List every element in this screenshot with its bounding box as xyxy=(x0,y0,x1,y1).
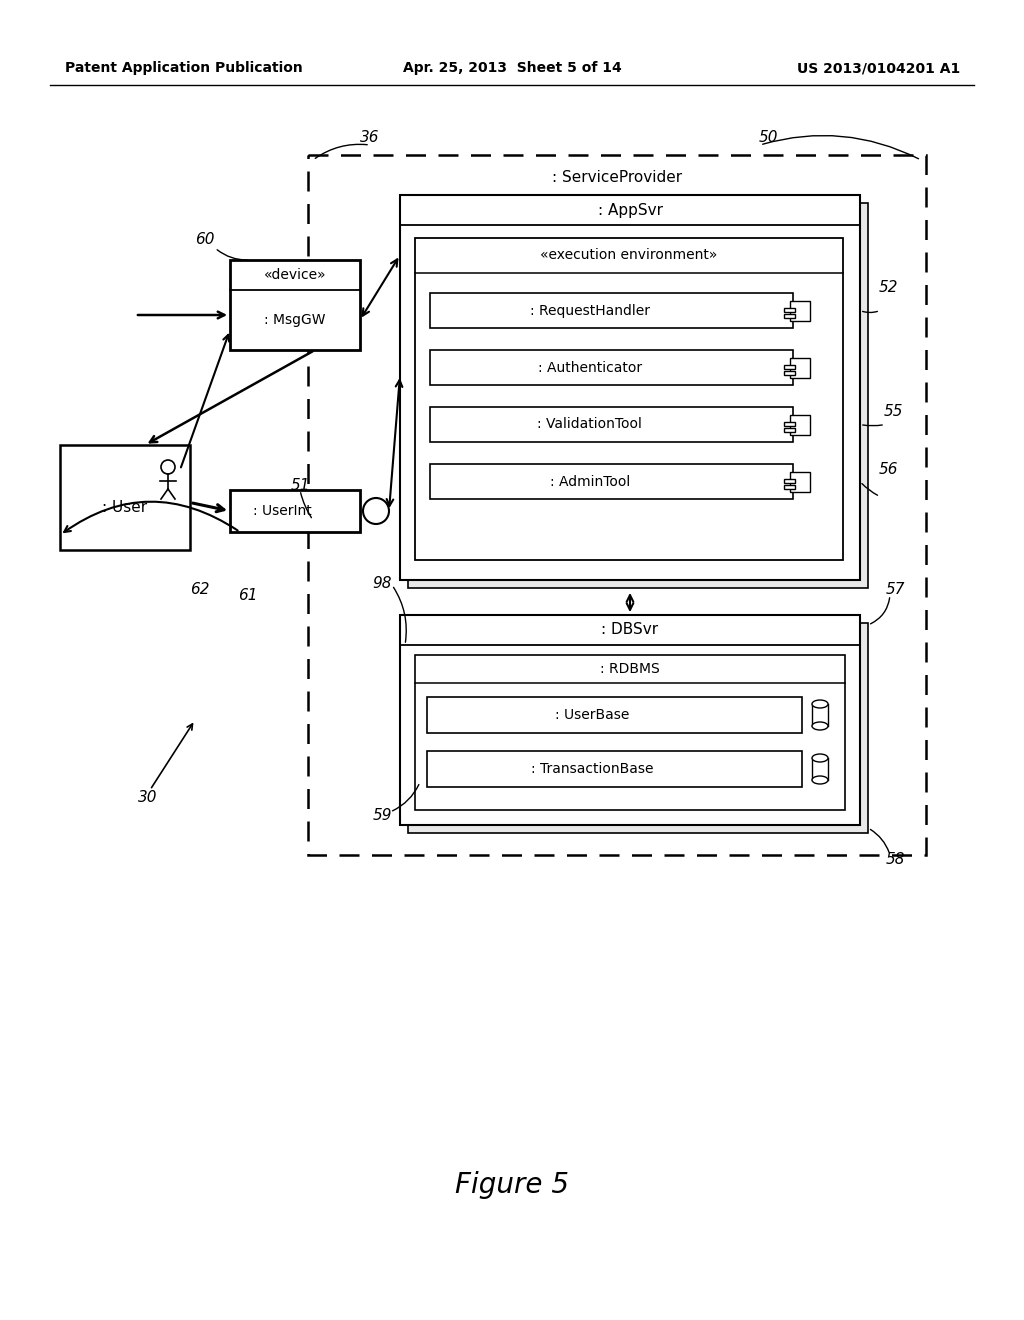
Bar xyxy=(784,314,795,318)
Text: 60: 60 xyxy=(196,232,215,248)
Bar xyxy=(790,414,810,434)
Text: 57: 57 xyxy=(886,582,905,598)
Text: : MsgGW: : MsgGW xyxy=(264,313,326,327)
Text: : RequestHandler: : RequestHandler xyxy=(529,304,649,318)
Bar xyxy=(400,195,860,579)
Bar xyxy=(230,260,360,350)
Circle shape xyxy=(362,498,389,524)
Text: : AdminTool: : AdminTool xyxy=(550,474,630,488)
Text: 56: 56 xyxy=(879,462,898,477)
Bar xyxy=(415,238,843,560)
Text: 61: 61 xyxy=(239,587,258,602)
Text: : UserInt: : UserInt xyxy=(253,504,311,517)
Text: 59: 59 xyxy=(373,808,392,822)
Bar xyxy=(790,471,810,491)
Ellipse shape xyxy=(812,776,828,784)
Ellipse shape xyxy=(812,700,828,708)
Bar xyxy=(784,428,795,432)
Text: Figure 5: Figure 5 xyxy=(455,1171,569,1199)
Bar xyxy=(415,655,845,810)
Bar xyxy=(230,490,360,532)
Text: 30: 30 xyxy=(138,791,158,805)
Bar xyxy=(784,484,795,488)
Bar xyxy=(430,407,793,442)
Circle shape xyxy=(161,459,175,474)
Text: : ServiceProvider: : ServiceProvider xyxy=(552,169,682,185)
Text: : RDBMS: : RDBMS xyxy=(600,663,659,676)
Text: : ValidationTool: : ValidationTool xyxy=(538,417,642,432)
Text: : User: : User xyxy=(102,500,147,515)
Bar xyxy=(400,615,860,825)
Bar xyxy=(784,364,795,368)
Bar xyxy=(784,479,795,483)
Text: 51: 51 xyxy=(290,478,309,492)
Bar xyxy=(784,421,795,426)
Text: 36: 36 xyxy=(360,131,380,145)
Text: Patent Application Publication: Patent Application Publication xyxy=(65,61,303,75)
Bar xyxy=(408,203,868,587)
Bar xyxy=(430,293,793,327)
Bar xyxy=(430,350,793,385)
Text: 55: 55 xyxy=(884,404,903,420)
Text: US 2013/0104201 A1: US 2013/0104201 A1 xyxy=(797,61,961,75)
Text: 98: 98 xyxy=(373,576,392,590)
Ellipse shape xyxy=(812,722,828,730)
Bar xyxy=(427,697,802,733)
Text: «execution environment»: «execution environment» xyxy=(541,248,718,261)
Text: 58: 58 xyxy=(886,853,905,867)
Text: : TransactionBase: : TransactionBase xyxy=(530,762,653,776)
Ellipse shape xyxy=(812,754,828,762)
Bar xyxy=(784,371,795,375)
Bar xyxy=(308,154,926,855)
Text: : DBSvr: : DBSvr xyxy=(601,623,658,638)
Text: «device»: «device» xyxy=(264,268,327,282)
Bar xyxy=(408,623,868,833)
Text: Apr. 25, 2013  Sheet 5 of 14: Apr. 25, 2013 Sheet 5 of 14 xyxy=(402,61,622,75)
Text: 62: 62 xyxy=(190,582,210,598)
Text: 52: 52 xyxy=(879,281,898,296)
Bar xyxy=(430,465,793,499)
Bar xyxy=(60,445,190,550)
Bar xyxy=(784,308,795,312)
Text: 50: 50 xyxy=(758,131,778,145)
Text: : Authenticator: : Authenticator xyxy=(538,360,642,375)
Bar xyxy=(790,301,810,321)
Text: : AppSvr: : AppSvr xyxy=(597,202,663,218)
Text: : UserBase: : UserBase xyxy=(555,708,629,722)
Bar xyxy=(427,751,802,787)
Bar xyxy=(790,358,810,378)
